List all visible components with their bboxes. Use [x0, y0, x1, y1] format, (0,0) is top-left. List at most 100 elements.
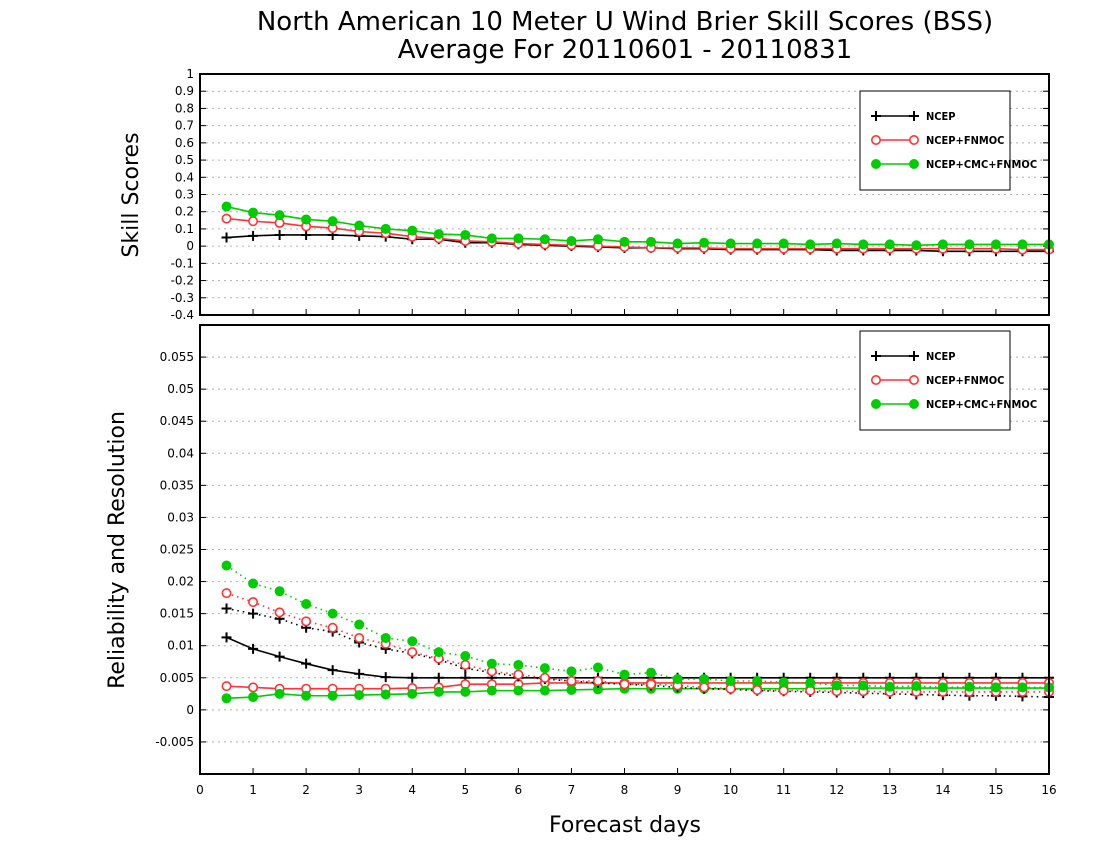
- legend: NCEP NCEP+FNMOC NCEP+CMC+FNMOC: [859, 90, 1037, 191]
- data-point: [274, 210, 285, 221]
- data-point: [672, 238, 683, 249]
- data-point: [699, 682, 710, 693]
- data-point: [1017, 239, 1028, 250]
- data-point: [407, 636, 418, 647]
- x-tick-label: 2: [302, 783, 310, 797]
- data-point: [539, 234, 550, 245]
- legend-marker: [909, 351, 919, 361]
- data-point: [221, 560, 232, 571]
- data-point: [433, 672, 444, 683]
- data-point: [513, 669, 524, 680]
- y-tick-label: -0.3: [171, 291, 194, 305]
- data-point: [354, 633, 365, 644]
- data-point: [460, 659, 471, 670]
- y-tick-label: 0.2: [175, 205, 194, 219]
- legend-label: NCEP+FNMOC: [926, 134, 1004, 147]
- data-point: [380, 223, 391, 234]
- y-tick-label: 0.05: [167, 382, 194, 396]
- data-point: [752, 675, 763, 686]
- data-point: [301, 616, 312, 627]
- legend-item-ncep-fnmoc: NCEP+FNMOC: [870, 374, 1004, 387]
- series-line: [226, 205, 1049, 247]
- x-tick-label: 9: [674, 783, 682, 797]
- x-tick-label: 5: [461, 783, 469, 797]
- data-point: [460, 650, 471, 661]
- y-tick-label: 0.02: [167, 575, 194, 589]
- data-point: [248, 597, 259, 608]
- legend-marker: [871, 159, 881, 169]
- data-point: [725, 238, 736, 249]
- data-point: [858, 239, 869, 250]
- data-point: [486, 233, 497, 244]
- x-tick-label: 13: [882, 783, 897, 797]
- series-ncep-fnmoc: [221, 677, 1055, 694]
- data-point: [805, 677, 816, 688]
- y-tick-label: -0.1: [171, 256, 194, 270]
- data-point: [433, 686, 444, 697]
- data-point: [699, 674, 710, 685]
- data-point: [725, 675, 736, 686]
- legend-label: NCEP: [926, 350, 956, 363]
- y-tick-label: 0: [186, 703, 194, 717]
- legend-marker: [871, 351, 881, 361]
- legend-marker: [871, 399, 881, 409]
- data-point: [301, 658, 312, 669]
- legend-marker: [908, 135, 919, 146]
- data-point: [884, 239, 895, 250]
- data-point: [752, 684, 763, 695]
- y-tick-label: 0.5: [175, 153, 194, 167]
- data-point: [407, 225, 418, 236]
- data-point: [592, 675, 603, 686]
- data-point: [221, 201, 232, 212]
- data-point: [327, 665, 338, 676]
- data-point: [380, 689, 391, 700]
- data-point: [937, 239, 948, 250]
- data-point: [274, 688, 285, 699]
- data-point: [911, 681, 922, 692]
- data-point: [248, 216, 259, 227]
- legend-marker: [871, 111, 881, 121]
- data-point: [566, 684, 577, 695]
- legend-item-ncep: NCEP: [871, 110, 956, 123]
- y-tick-label: -0.2: [171, 274, 194, 288]
- x-tick-label: 1: [249, 783, 257, 797]
- data-point: [354, 690, 365, 701]
- data-point: [301, 690, 312, 701]
- x-tick-label: 6: [515, 783, 523, 797]
- chart-title-line1: North American 10 Meter U Wind Brier Ski…: [257, 7, 993, 37]
- series-line: [226, 592, 1049, 693]
- x-tick-label: 3: [355, 783, 363, 797]
- data-point: [380, 672, 391, 683]
- data-point: [990, 682, 1001, 693]
- data-point: [221, 232, 232, 243]
- data-point: [619, 669, 630, 680]
- bottom-y-axis-label: Reliability and Resolution: [105, 411, 130, 689]
- data-point: [433, 229, 444, 240]
- y-tick-label: 0.6: [175, 136, 194, 150]
- data-point: [964, 239, 975, 250]
- series-ncep: [221, 632, 1054, 683]
- series-ncep-fnmoc: [221, 213, 1055, 255]
- data-point: [221, 603, 232, 614]
- legend-marker: [870, 374, 881, 385]
- data-point: [301, 214, 312, 225]
- data-point: [539, 663, 550, 674]
- y-tick-label: 0.01: [167, 639, 194, 653]
- data-point: [539, 685, 550, 696]
- data-point: [248, 692, 259, 703]
- skill-scores-panel: 1 0.9 0.8 0.7 0.6 0.5 0.4 0.3 0.2 0.1 0 -0.1 -0.2 -0.…: [171, 67, 1055, 322]
- y-tick-label: 0.9: [175, 84, 194, 98]
- y-tick-label: 0.035: [160, 478, 194, 492]
- data-point: [672, 674, 683, 685]
- x-tick-label: 0: [196, 783, 204, 797]
- legend-item-ncep-cmc-fnmoc: NCEP+CMC+FNMOC: [871, 398, 1037, 411]
- data-point: [884, 681, 895, 692]
- series-ncep-cmc-fnmoc: [221, 683, 1054, 704]
- data-point: [221, 588, 232, 599]
- data-point: [248, 608, 259, 619]
- data-point: [274, 651, 285, 662]
- legend-label: NCEP+CMC+FNMOC: [926, 398, 1037, 411]
- legend-label: NCEP: [926, 110, 956, 123]
- legend-item-ncep-fnmoc: NCEP+FNMOC: [870, 134, 1004, 147]
